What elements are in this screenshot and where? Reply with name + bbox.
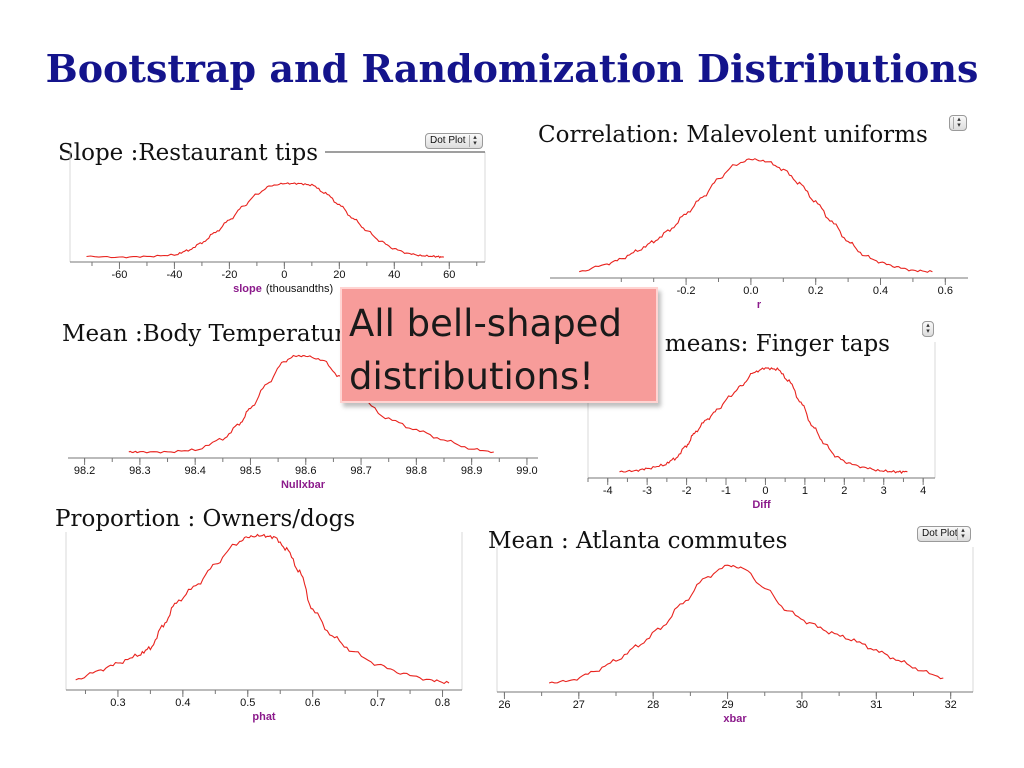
x-axis-title: slope — [233, 283, 262, 295]
x-tick-label: -0.2 — [677, 285, 696, 297]
density-curve — [75, 533, 450, 685]
x-tick-label: 0.3 — [110, 697, 125, 709]
x-tick-label: 98.4 — [184, 465, 205, 477]
x-axis-title: xbar — [723, 713, 747, 725]
slide-title: Bootstrap and Randomization Distribution… — [45, 46, 979, 91]
dropdown-label: Dot Plot — [430, 135, 466, 146]
x-tick-label: 98.5 — [240, 465, 261, 477]
x-tick-label: 60 — [443, 269, 455, 281]
x-tick-label: 0.0 — [743, 285, 758, 297]
callout-box: All bell-shaped distributions! — [340, 287, 658, 403]
x-tick-label: 3 — [881, 485, 887, 497]
x-tick-label: 20 — [333, 269, 345, 281]
dropdown-label: Dot Plot — [922, 528, 958, 539]
x-tick-label: 0 — [762, 485, 768, 497]
chart-commute: 26 27 28 29 30 31 32 xbar — [496, 547, 974, 725]
x-tick-label: 4 — [920, 485, 926, 497]
x-axis-title: Diff — [752, 499, 771, 511]
x-tick-label: 0.2 — [808, 285, 823, 297]
x-tick-label: 30 — [796, 699, 808, 711]
x-tick-label: 98.2 — [74, 465, 95, 477]
chevron-updown-icon: ▴ ▾ — [922, 322, 933, 335]
dot-plot-dropdown-commute[interactable]: Dot Plot ▴ ▾ — [917, 526, 971, 542]
chart-correlation: -0.2 0.0 0.2 0.4 0.6 r — [550, 158, 968, 311]
density-curve — [579, 158, 933, 273]
x-tick-label: 0.7 — [370, 697, 385, 709]
x-tick-label: 28 — [647, 699, 659, 711]
chart-title-temperature: Mean :Body Temperature — [62, 321, 360, 347]
x-tick-label: 0 — [281, 269, 287, 281]
x-tick-label: 26 — [498, 699, 510, 711]
x-tick-label: 0.4 — [175, 697, 190, 709]
x-tick-label: 27 — [573, 699, 585, 711]
density-curve — [619, 367, 908, 474]
x-tick-label: 0.4 — [873, 285, 888, 297]
density-curve — [86, 182, 444, 259]
x-tick-label: -60 — [112, 269, 128, 281]
chart-temperature: 98.2 98.3 98.4 98.5 98.6 98.7 98.8 98.9 99.0 Null… — [68, 354, 538, 491]
density-curve — [128, 354, 494, 454]
dot-plot-dropdown-slope[interactable]: Dot Plot ▴ ▾ — [425, 133, 483, 149]
dot-plot-dropdown-correlation[interactable]: ▴ ▾ — [949, 115, 967, 131]
x-tick-label: 98.6 — [295, 465, 316, 477]
chart-slope: -60 -40 -20 0 20 40 60 slope (thousandths) — [69, 151, 486, 295]
x-tick-label: 40 — [388, 269, 400, 281]
chart-finger: -4 -3 -2 -1 0 1 2 3 4 Diff — [587, 342, 936, 511]
x-tick-label: 0.5 — [240, 697, 255, 709]
x-axis-title: r — [757, 299, 762, 311]
x-tick-label: 29 — [721, 699, 733, 711]
x-axis-title: phat — [252, 711, 276, 723]
x-tick-label: -1 — [721, 485, 731, 497]
x-tick-label: -2 — [682, 485, 692, 497]
x-tick-label: 98.3 — [129, 465, 150, 477]
x-axis-units: (thousandths) — [266, 283, 333, 295]
x-tick-label: -40 — [166, 269, 182, 281]
chevron-updown-icon: ▴ ▾ — [953, 116, 964, 129]
x-tick-label: -4 — [603, 485, 613, 497]
x-tick-label: 1 — [802, 485, 808, 497]
chart-title-correlation: Correlation: Malevolent uniforms — [538, 122, 928, 148]
density-curve — [548, 564, 944, 684]
callout-text: All bell-shaped distributions! — [349, 302, 622, 398]
x-tick-label: 98.9 — [461, 465, 482, 477]
x-tick-label: 2 — [841, 485, 847, 497]
x-tick-label: 31 — [870, 699, 882, 711]
x-tick-label: -3 — [642, 485, 652, 497]
chevron-updown-icon: ▴ ▾ — [957, 527, 968, 540]
chart-title-proportion: Proportion : Owners/dogs — [55, 506, 356, 532]
dot-plot-dropdown-finger[interactable]: ▴ ▾ — [922, 321, 934, 337]
chart-title-commute: Mean : Atlanta commutes — [488, 528, 788, 554]
x-tick-label: 0.6 — [305, 697, 320, 709]
x-tick-label: 98.8 — [406, 465, 427, 477]
x-tick-label: -20 — [221, 269, 237, 281]
chart-title-slope: Slope :Restaurant tips — [58, 140, 319, 166]
x-axis-title: Nullxbar — [281, 479, 326, 491]
x-tick-label: 0.6 — [938, 285, 953, 297]
chart-proportion: 0.3 0.4 0.5 0.6 0.7 0.8 phat — [65, 532, 463, 723]
x-tick-label: 0.8 — [435, 697, 450, 709]
x-tick-label: 98.7 — [350, 465, 371, 477]
x-tick-label: 99.0 — [516, 465, 537, 477]
chevron-updown-icon: ▴ ▾ — [469, 134, 480, 147]
x-tick-label: 32 — [945, 699, 957, 711]
